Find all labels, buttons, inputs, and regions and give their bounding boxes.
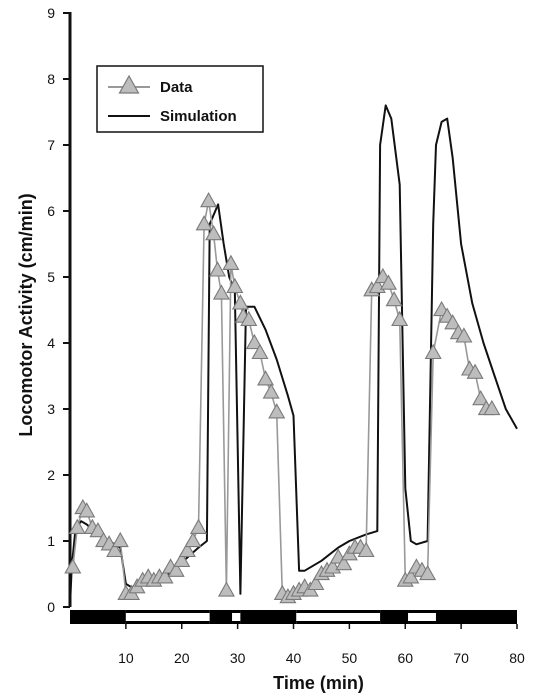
- y-tick-label: 9: [47, 5, 55, 21]
- data-point: [111, 531, 129, 548]
- data-point: [357, 541, 375, 558]
- data-point: [335, 554, 353, 571]
- data-point: [212, 284, 230, 300]
- simulation-line: [69, 104, 518, 608]
- data-point: [307, 574, 325, 591]
- data-point: [472, 389, 490, 406]
- y-tick-label: 6: [47, 203, 55, 219]
- data-point: [189, 518, 208, 534]
- y-tick-label: 2: [47, 467, 55, 483]
- data-point: [262, 383, 280, 399]
- data-point: [268, 403, 286, 419]
- data-point: [231, 294, 249, 310]
- data-point: [424, 343, 442, 360]
- dark-period-segment: [435, 610, 517, 624]
- legend-box: [96, 65, 264, 133]
- data-point: [455, 327, 473, 343]
- data-point: [178, 541, 196, 558]
- legend-data-marker: [118, 74, 140, 94]
- y-tick-label: 5: [47, 269, 55, 285]
- data-point: [208, 261, 227, 277]
- x-tick-label: 40: [286, 650, 302, 666]
- y-tick-label: 4: [47, 335, 55, 351]
- x-tick-label: 80: [509, 650, 525, 666]
- light-dark-bar: [70, 610, 517, 624]
- data-point: [217, 581, 235, 597]
- data-point: [78, 502, 96, 518]
- data-point: [419, 564, 437, 581]
- data-point: [68, 518, 86, 534]
- data-point: [200, 191, 218, 208]
- data-point: [184, 531, 202, 548]
- data-point: [257, 370, 275, 386]
- data-point: [444, 314, 462, 330]
- data-point: [173, 551, 191, 567]
- simulation-series: [69, 104, 518, 608]
- x-tick-label: 20: [174, 650, 190, 666]
- dark-period-segment: [209, 610, 233, 624]
- data-series: [64, 191, 501, 604]
- data-point: [379, 274, 398, 290]
- light-period-segment: [232, 613, 241, 621]
- dark-period-segment: [380, 610, 409, 624]
- data-point: [226, 277, 244, 294]
- data-point: [483, 399, 501, 416]
- data-point: [195, 215, 213, 231]
- data-point: [89, 521, 107, 538]
- x-tick-label: 70: [453, 650, 469, 666]
- data-point: [205, 224, 223, 241]
- x-ticks: 10 20 30 40 50 60 70 80: [118, 624, 525, 666]
- legend: Data Simulation: [96, 65, 264, 133]
- data-point: [391, 310, 409, 327]
- y-tick-label: 7: [47, 137, 55, 153]
- legend-simulation-label: Simulation: [160, 108, 237, 125]
- data-point: [167, 561, 185, 577]
- y-tick-label: 3: [47, 401, 55, 417]
- data-point: [245, 333, 263, 350]
- y-tick-label: 1: [47, 533, 55, 549]
- y-tick-label: 8: [47, 71, 55, 87]
- light-period-segment: [125, 613, 210, 621]
- y-ticks: 0 1 2 3 4 5 6 7 8 9: [47, 5, 70, 615]
- legend-data-label: Data: [160, 79, 193, 96]
- data-point: [64, 558, 82, 574]
- dark-period-segment: [70, 610, 126, 624]
- dark-period-segment: [240, 610, 297, 624]
- data-point: [251, 343, 269, 360]
- data-point: [106, 541, 124, 558]
- data-point: [466, 363, 484, 379]
- x-tick-label: 50: [342, 650, 358, 666]
- data-point: [240, 310, 258, 327]
- data-point: [385, 290, 403, 307]
- light-period-segment: [408, 613, 436, 621]
- x-tick-label: 10: [118, 650, 134, 666]
- light-period-segment: [296, 613, 381, 621]
- data-line: [72, 200, 492, 598]
- y-tick-label: 0: [47, 599, 55, 615]
- x-tick-label: 30: [230, 650, 246, 666]
- x-tick-label: 60: [397, 650, 413, 666]
- y-axis-title: Locomotor Activity (cm/min): [16, 193, 36, 436]
- data-point: [222, 254, 240, 270]
- x-axis-title: Time (min): [273, 673, 364, 693]
